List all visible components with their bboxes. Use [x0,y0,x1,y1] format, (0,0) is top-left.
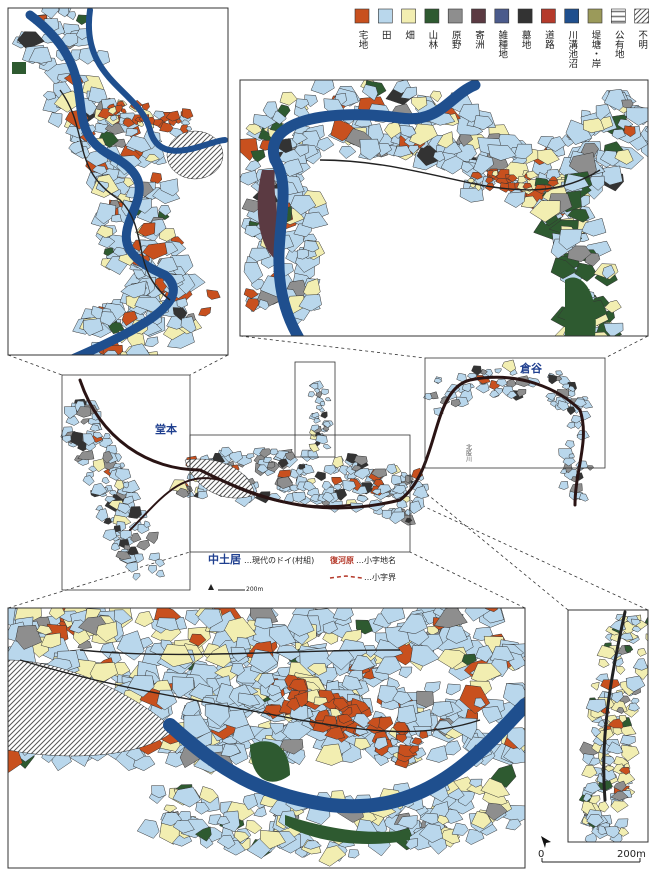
parcel [646,634,652,642]
legend-swatch [495,9,509,23]
parcel [398,705,417,725]
parcel [476,384,489,394]
parcel [137,540,150,550]
legend-swatch [611,9,625,23]
key-aza: 復河原 [329,555,354,565]
parcel [325,398,331,401]
parcel [324,444,332,449]
parcel [148,565,157,573]
scale-zero: 0 [538,849,544,860]
legend-label: 田 [380,30,392,40]
legend-label: 墓地 [520,29,532,49]
parcel [102,477,110,483]
parcel [102,359,113,370]
legend-label: 不明 [636,30,648,50]
parcel [111,214,122,222]
legend-swatch [541,9,555,23]
parcel [119,373,129,382]
legend-label: 雑種地 [496,29,508,58]
parcel [90,425,100,432]
inset-map [236,78,657,350]
parcel [149,553,160,561]
map-key: 中土居 …現代のドイ(村組) 復河原 …小字地名 …小字界 200m [208,552,396,593]
inset-map [0,598,532,868]
parcel [144,521,150,528]
legend-swatch [635,9,649,23]
key-aza-note: …小字地名 [356,555,396,565]
legend-label: 畑 [403,29,415,39]
parcel [579,494,588,502]
legend-swatch [448,9,462,23]
parcel [332,477,343,485]
legend-swatch [402,9,416,23]
parcel [78,451,94,460]
parcel [357,495,368,502]
parcel [198,491,208,499]
parcel [559,481,569,489]
legend-swatch [378,9,392,23]
key-village-note: …現代のドイ(村組) [244,555,314,565]
parcel [315,472,326,481]
parcel [91,382,104,393]
parcel [321,389,328,395]
parcel [66,416,79,425]
legend-label: 寄洲 [473,29,485,49]
parcel [104,351,118,361]
legend-label: 宅地 [357,29,369,49]
parcel [567,422,575,428]
legend: 宅地 田 畑 山林原野寄洲雑種地墓地道路川溝池沼堤塘・岸公有地不明 [355,9,649,69]
parcel [495,369,502,374]
parcel [321,412,328,419]
parcel [314,419,321,424]
key-boundary-note: …小字界 [364,572,396,582]
key-village: 中土居 [208,552,241,566]
parcel [74,357,94,370]
parcel [391,475,401,485]
boundary-symbol [330,576,362,578]
legend-label: 原野 [450,30,462,49]
legend-label: 公有地 [613,30,625,59]
unknown-area [167,131,223,179]
parcel [84,365,97,375]
parcel [133,574,140,581]
parcel [556,371,563,375]
legend-label: 道路 [543,29,555,50]
parcel [502,360,516,372]
parcel [308,392,315,397]
legend-swatch [588,9,602,23]
parcel [246,454,254,459]
scale-label: 200m [246,586,263,593]
forest [12,62,26,74]
legend-swatch [355,9,369,23]
parcel [81,419,89,425]
north-arrow [541,836,551,848]
parcel [156,570,165,577]
legend-label: 堤塘・岸 [590,29,602,69]
inset-map [568,610,656,845]
place-label: 倉谷 [519,361,543,375]
parcel [565,441,574,449]
inset-map [8,0,228,394]
parcel [52,0,74,9]
parcel [83,476,94,486]
legend-swatch [425,9,439,23]
parcel [88,356,101,370]
parcel [131,533,142,542]
north-arrow [208,584,214,590]
parcel [128,357,148,374]
place-label: 堂本 [155,422,177,436]
legend-label: 山林 [426,30,438,50]
map-figure: 宅地 田 畑 山林原野寄洲雑種地墓地道路川溝池沼堤塘・岸公有地不明 倉谷 堂本 北股川… [0,0,657,872]
river-label: 北股川 [465,443,472,462]
parcel [560,469,566,474]
legend-swatch [565,9,579,23]
scale-label: 200m [617,849,646,860]
parcel [263,457,271,463]
parcel [102,366,119,379]
legend-label: 川溝池沼 [566,30,578,69]
detail-box [295,362,335,457]
legend-swatch [472,9,486,23]
legend-swatch [518,9,532,23]
